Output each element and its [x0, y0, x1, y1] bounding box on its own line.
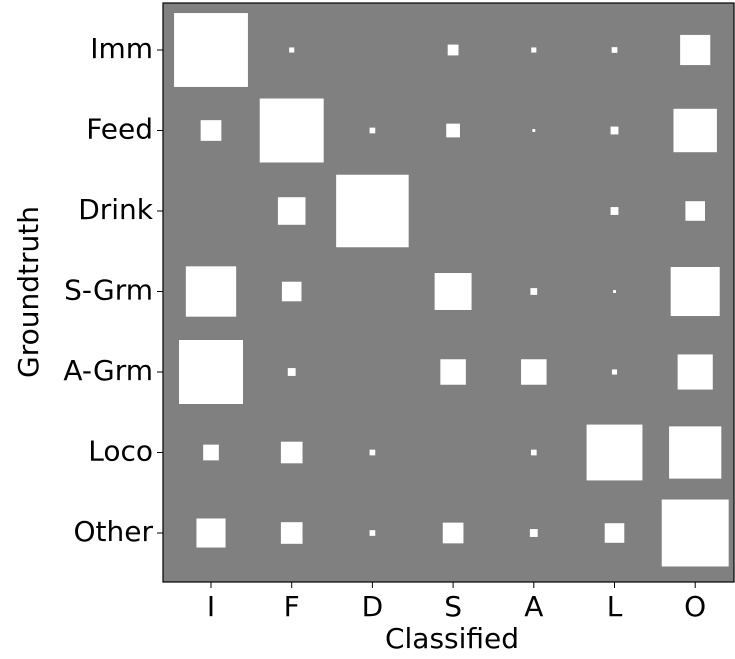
x-tick-label: I: [207, 590, 215, 623]
hinton-square: [677, 354, 713, 390]
hinton-square: [185, 266, 237, 317]
y-tick-label: Loco: [88, 435, 153, 468]
hinton-square: [434, 273, 472, 310]
hinton-square: [521, 359, 547, 385]
x-tick-label: A: [524, 590, 543, 623]
hinton-square: [277, 197, 306, 225]
hinton-square: [259, 98, 324, 163]
hinton-square: [440, 359, 466, 385]
hinton-square: [529, 529, 538, 537]
hinton-square: [287, 368, 296, 376]
y-tick-label: Imm: [90, 32, 153, 65]
hinton-square: [531, 47, 537, 53]
hinton-square: [610, 207, 619, 215]
hinton-square: [685, 201, 705, 221]
hinton-square: [447, 44, 459, 56]
hinton-square: [196, 518, 226, 548]
hinton-square: [369, 530, 376, 536]
hinton-square: [289, 47, 295, 53]
hinton-square: [203, 444, 219, 461]
hinton-square: [680, 34, 711, 66]
hinton-square: [661, 499, 729, 567]
hinton-square: [669, 426, 722, 479]
x-tick-label: O: [684, 590, 706, 623]
hinton-square: [610, 126, 619, 135]
y-tick-label: Other: [73, 515, 153, 548]
hinton-square: [604, 523, 625, 543]
x-axis-label: Classified: [385, 622, 519, 655]
hinton-square: [200, 120, 222, 141]
x-tick-label: F: [284, 590, 300, 623]
hinton-square: [611, 47, 618, 53]
hinton-square: [530, 288, 538, 295]
hinton-square: [369, 127, 376, 134]
hinton-square: [179, 340, 243, 404]
hinton-square: [442, 522, 464, 544]
hinton-square: [586, 424, 643, 481]
hinton-square: [280, 522, 303, 544]
x-tick-label: L: [607, 590, 623, 623]
hinton-square: [611, 369, 618, 375]
hinton-square: [530, 449, 537, 456]
x-tick-label: D: [362, 590, 384, 623]
hinton-square: [446, 123, 460, 138]
hinton-square: [369, 449, 376, 456]
hinton-square: [613, 290, 616, 293]
y-axis-label: Groundtruth: [12, 206, 45, 378]
hinton-square: [670, 266, 720, 317]
hinton-square: [336, 174, 409, 248]
y-tick-label: A-Grm: [63, 354, 153, 387]
hinton-square: [673, 108, 717, 153]
y-tick-label: Feed: [86, 113, 153, 146]
hinton-square: [174, 13, 248, 87]
hinton-square: [532, 129, 536, 132]
y-tick-label: Drink: [78, 193, 154, 226]
x-tick-label: S: [444, 590, 462, 623]
hinton-square: [280, 441, 303, 464]
y-tick-label: S-Grm: [64, 274, 153, 307]
hinton-square: [281, 281, 302, 302]
